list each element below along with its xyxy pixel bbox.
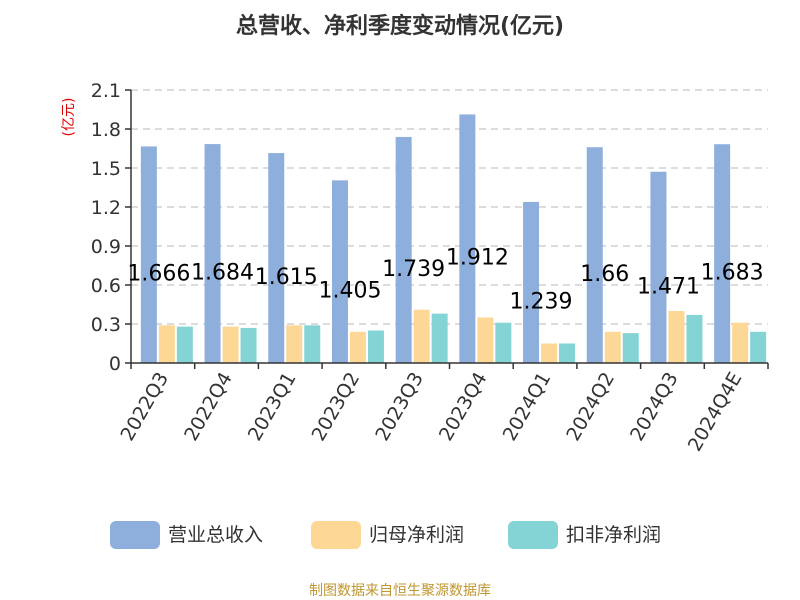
data-label: 1.666 [127,262,190,287]
x-tick-label: 2024Q3 [626,369,683,445]
y-tick-label: 2.1 [91,80,121,102]
bar-1 [523,201,540,363]
x-tick-label: 2023Q4 [435,368,492,444]
legend-swatch [311,521,361,549]
legend-label: 扣非净利润 [566,524,661,546]
data-label: 1.405 [318,279,381,304]
x-tick-label: 2023Q2 [308,369,365,445]
legend-label: 营业总收入 [168,524,263,546]
bar-2 [286,325,303,363]
bar-3 [431,313,448,363]
x-tick-label: 2022Q4 [180,369,237,445]
bar-2 [477,317,494,363]
y-tick-label: 0 [109,353,121,375]
x-tick-label: 2024Q4E [684,369,747,456]
y-tick-label: 1.8 [91,119,121,141]
data-label: 1.66 [580,262,629,287]
bars [140,114,767,363]
data-label: 1.739 [382,257,445,282]
bar-1 [395,136,412,363]
bar-2 [413,309,430,363]
data-label: 1.239 [510,289,573,314]
bar-3 [750,331,767,363]
bar-2 [158,325,175,363]
source-note: 制图数据来自恒生聚源数据库 [309,583,491,599]
bar-3 [367,330,384,363]
legend-swatch [508,521,558,549]
bar-3 [304,325,321,363]
y-tick-label: 0.3 [91,314,121,336]
bar-2 [668,311,685,363]
bar-2 [541,343,558,363]
x-tick-label: 2024Q2 [562,369,619,445]
y-tick-label: 1.5 [91,158,121,180]
bar-2 [732,322,749,363]
data-label: 1.912 [446,246,509,271]
bar-1 [650,171,667,363]
y-tick-label: 0.6 [91,275,121,297]
y-axis-label: (亿元) [61,98,77,137]
bar-3 [176,326,193,363]
x-tick-label: 2023Q1 [244,369,301,445]
chart-title: 总营收、净利季度变动情况(亿元) [236,13,564,39]
data-label: 1.684 [191,261,254,286]
bar-1 [268,153,285,363]
bar-1 [140,146,157,363]
legend-label: 归母净利润 [369,524,464,546]
legend-swatch [110,521,160,549]
bar-3 [622,333,639,363]
x-tick-label: 2022Q3 [116,369,173,445]
y-tick-label: 0.9 [91,236,121,258]
bar-1 [204,144,221,363]
bar-2 [604,331,621,363]
legend: 营业总收入 归母净利润 扣非净利润 [110,521,661,549]
bar-3 [686,314,703,363]
bar-1 [331,180,348,363]
bar-2 [349,331,366,363]
x-tick-label: 2024Q1 [499,369,556,445]
bar-2 [222,326,239,363]
bar-3 [559,343,576,363]
bar-1 [459,114,476,363]
x-tick-label: 2023Q3 [371,369,428,445]
bar-1 [586,147,603,363]
data-label: 1.683 [701,261,764,286]
bar-3 [495,322,512,363]
bar-3 [240,327,257,363]
y-tick-label: 1.2 [91,197,121,219]
data-label: 1.615 [255,265,318,290]
data-label: 1.471 [637,274,700,299]
bar-1 [714,144,731,363]
